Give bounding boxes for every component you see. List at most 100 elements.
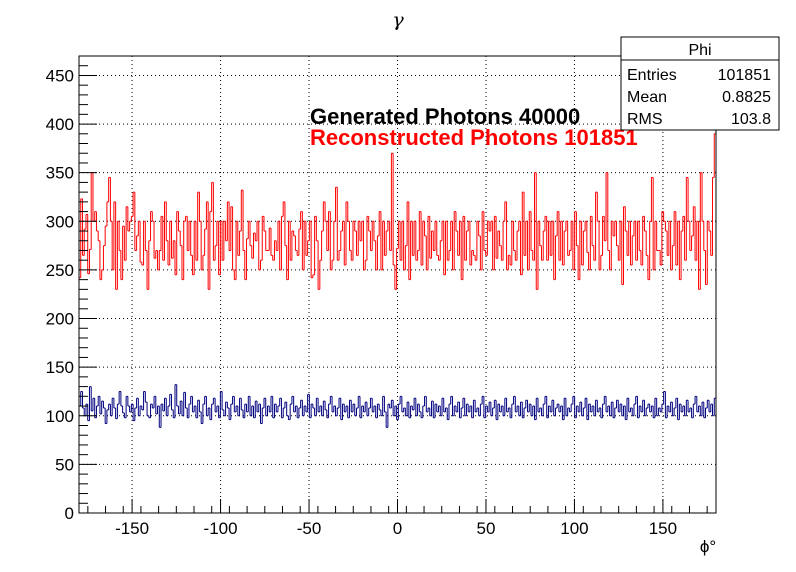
histogram-bin [544, 395, 547, 405]
histogram-bin [294, 235, 298, 251]
histogram-bin [530, 404, 533, 417]
histogram-bin [291, 230, 294, 261]
histogram-bin [492, 221, 495, 271]
histogram-bin [359, 221, 362, 242]
histogram-bin [247, 395, 251, 412]
histogram-bin [378, 404, 381, 411]
histogram-bin [448, 403, 451, 420]
histogram-bin [539, 407, 542, 412]
tick-labels: -150 -100 -50 0 50 100 150 0 50 100 150 200 250 300 35… [46, 66, 677, 538]
histogram-bin [225, 221, 228, 242]
histogram-bin [636, 396, 640, 419]
histogram-bin [567, 221, 570, 256]
histogram-bin [113, 398, 116, 409]
histogram-bin [535, 172, 538, 290]
histogram-bin [106, 409, 109, 424]
histogram-bin [190, 221, 193, 256]
y-tick-label: 50 [55, 455, 74, 474]
histogram-bin [706, 399, 710, 408]
histogram-bin [333, 220, 336, 261]
histogram-bin [382, 395, 385, 416]
histogram-bin [179, 231, 182, 247]
histogram-bin [652, 406, 655, 419]
histogram-bin [443, 398, 446, 413]
histogram-bin [205, 396, 209, 417]
histogram-bin [211, 403, 214, 420]
histogram-bin [444, 407, 448, 412]
histogram-bin [670, 401, 673, 412]
histogram-bin [425, 235, 429, 271]
histogram-bin [511, 403, 514, 418]
histogram-bin [366, 215, 369, 261]
histogram-bin [380, 409, 383, 417]
histogram-bin [317, 240, 320, 290]
histogram-bin [197, 399, 200, 418]
histogram-bin [237, 406, 240, 417]
histogram-bin [544, 215, 547, 232]
histogram-bin [362, 406, 366, 413]
histogram-bin [101, 269, 104, 280]
histogram-bin [184, 215, 188, 222]
histogram-bin [314, 407, 317, 417]
grid-lines [79, 56, 716, 513]
histogram-bin [109, 404, 113, 417]
histogram-bin [256, 401, 259, 413]
histogram-bin [354, 221, 357, 232]
histogram-bin [691, 235, 694, 251]
histogram-bin [148, 240, 151, 290]
histogram-bin [645, 407, 648, 416]
histogram-bin [516, 230, 519, 261]
histogram-bin [633, 403, 636, 416]
histogram-bin [366, 402, 369, 417]
histogram-bin [523, 192, 526, 256]
stats-box-frame [620, 36, 780, 131]
histogram-bin [111, 221, 114, 271]
histogram-bin [164, 201, 167, 261]
histogram-bin [280, 215, 284, 270]
histogram-bin [418, 211, 422, 251]
histogram-bin [698, 221, 701, 290]
histogram-bin [479, 235, 483, 271]
y-tick-label: 100 [46, 407, 74, 426]
histogram-bin [190, 395, 193, 405]
histogram-bin [380, 211, 383, 271]
histogram-bin [506, 398, 509, 413]
histogram-bin [621, 404, 624, 417]
histogram-bin [232, 395, 235, 405]
histogram-bin [324, 401, 327, 411]
histogram-bin [527, 400, 530, 413]
histogram-bin [226, 201, 230, 241]
histogram-bin [602, 215, 605, 256]
histogram-bin [368, 216, 371, 232]
histogram-bin [635, 395, 638, 405]
histogram-bin [483, 396, 486, 419]
histogram-bin [549, 406, 552, 413]
histogram-bin [478, 407, 481, 417]
histogram-bin [537, 398, 540, 413]
histogram-bin [593, 406, 596, 417]
histogram-bin [506, 201, 509, 271]
histogram-bin [148, 415, 151, 419]
histogram-bin [233, 396, 237, 413]
histogram-bin [474, 400, 477, 413]
histogram-bin [300, 399, 303, 408]
histogram-bin [153, 395, 156, 408]
histogram-bin [609, 250, 612, 271]
histogram-bin [270, 228, 273, 256]
histogram-bin [467, 404, 470, 413]
histogram-bin [279, 221, 282, 271]
histogram-bin [174, 240, 177, 276]
histogram-bin [582, 407, 586, 416]
histogram-bin [596, 192, 600, 222]
histogram-bin [617, 400, 621, 413]
histogram-bin [600, 407, 603, 419]
histogram-bin [513, 221, 516, 251]
histogram-bin [113, 201, 116, 270]
histogram-bin [420, 411, 423, 419]
histogram-bin [355, 231, 359, 256]
histogram-bin [504, 201, 507, 222]
histogram-bin [556, 211, 559, 236]
histogram-bin [270, 395, 273, 412]
histogram-bin [328, 403, 331, 418]
histogram-bin [129, 220, 132, 232]
